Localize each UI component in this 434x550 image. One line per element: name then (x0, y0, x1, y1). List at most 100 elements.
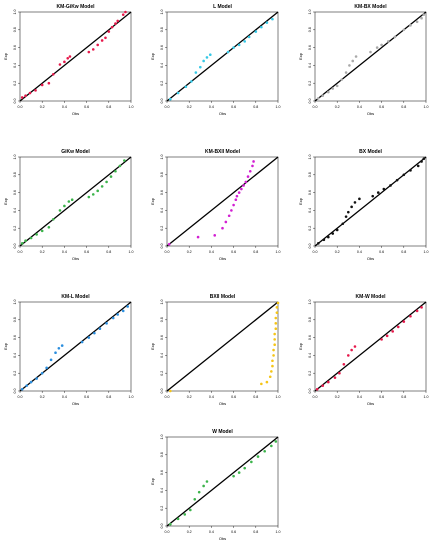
x-tick-label: 0.8 (106, 250, 111, 254)
data-point (242, 184, 245, 187)
data-point (422, 157, 426, 161)
x-tick-label: 0.6 (84, 250, 89, 254)
x-tick-label: 0.2 (335, 250, 340, 254)
data-point (60, 344, 64, 347)
x-tick-label: 0.6 (231, 530, 236, 534)
x-tick-label: 0.6 (379, 250, 384, 254)
plot-frame (19, 156, 132, 247)
data-point (20, 387, 24, 391)
data-point (274, 440, 278, 443)
y-axis-label: Exp (150, 197, 155, 205)
x-tick-label: 0.6 (231, 250, 236, 254)
data-point (273, 332, 276, 336)
y-tick-label: 0.2 (308, 226, 312, 231)
data-point (317, 97, 320, 100)
x-tick-label: 0.2 (187, 105, 192, 109)
data-point (420, 160, 423, 163)
data-point (49, 358, 53, 362)
x-tick-label: 0.2 (187, 395, 192, 399)
y-tick-label: 0.4 (13, 208, 17, 213)
y-tick-label: 0.8 (13, 172, 17, 177)
x-tick-label: 0.2 (335, 105, 340, 109)
data-point (91, 48, 95, 51)
x-tick-label: 0.6 (231, 105, 236, 109)
y-tick-label: 0.8 (308, 172, 312, 177)
plot-frame (166, 156, 279, 247)
x-tick-label: 0.2 (40, 250, 45, 254)
panel-5: KM-BXII Model 0.0 0.2 0.4 0.6 0.8 1.0 0.0 0.2 0.4… (150, 149, 281, 261)
data-point (248, 169, 252, 173)
plot-frame (19, 301, 132, 392)
data-point (351, 59, 355, 63)
x-tick-label: 0.8 (401, 250, 406, 254)
y-tick-label: 0.6 (160, 470, 164, 475)
x-tick-label: 0.4 (357, 395, 362, 399)
x-axis-label: Obs (72, 401, 79, 406)
x-axis-label: Obs (219, 536, 226, 541)
y-tick-label: 0.4 (160, 208, 164, 213)
x-tick-label: 1.0 (424, 395, 429, 399)
reference-line (314, 156, 427, 247)
data-point (344, 71, 348, 74)
y-tick-label: 1.0 (160, 10, 164, 15)
x-axis-label: Obs (219, 111, 226, 116)
panel-title: KM-GiKw Model (56, 4, 95, 10)
data-point (271, 364, 274, 368)
data-point (68, 55, 72, 58)
x-tick-label: 1.0 (129, 105, 134, 109)
y-tick-label: 0.8 (160, 317, 164, 322)
x-tick-label: 0.8 (106, 105, 111, 109)
x-tick-label: 0.0 (165, 250, 170, 254)
data-point (353, 201, 357, 204)
y-tick-label: 1.0 (13, 300, 17, 305)
data-point (58, 63, 62, 66)
data-point (232, 474, 235, 478)
y-tick-label: 1.0 (160, 300, 164, 305)
data-point (29, 380, 33, 384)
y-tick-label: 0.4 (13, 63, 17, 68)
x-axis-label: Obs (367, 111, 374, 116)
data-point (341, 222, 345, 226)
y-tick-label: 0.4 (160, 63, 164, 68)
panel-title: L Model (213, 4, 232, 10)
data-point (274, 327, 278, 330)
y-tick-label: 0.6 (160, 190, 164, 195)
x-tick-label: 1.0 (424, 250, 429, 254)
data-point (275, 306, 279, 309)
data-point (315, 387, 319, 391)
data-point (402, 28, 406, 32)
x-tick-label: 0.6 (379, 395, 384, 399)
data-point (382, 187, 386, 191)
data-point (272, 348, 275, 352)
data-point (176, 91, 180, 95)
data-point (402, 320, 406, 323)
data-point (91, 193, 95, 196)
y-axis-label: Exp (3, 197, 8, 205)
x-tick-label: 0.8 (253, 395, 258, 399)
data-point (227, 214, 231, 218)
data-point (327, 90, 330, 94)
data-point (202, 484, 205, 488)
data-point (348, 64, 351, 67)
y-tick-label: 0.4 (308, 208, 312, 213)
data-point (104, 36, 107, 40)
data-point (40, 371, 44, 375)
data-point (20, 242, 24, 245)
y-tick-label: 0.8 (160, 27, 164, 32)
x-axis-label: Obs (367, 401, 374, 406)
reference-line (19, 301, 132, 392)
plot-frame (314, 11, 427, 102)
data-point (199, 65, 202, 69)
data-point (57, 346, 61, 350)
data-point (25, 384, 28, 387)
data-point (416, 164, 420, 168)
data-point (376, 191, 380, 194)
data-point (100, 39, 104, 42)
data-point (347, 210, 350, 214)
x-tick-label: 0.2 (187, 250, 192, 254)
data-point (386, 40, 390, 43)
x-tick-label: 0.6 (84, 105, 89, 109)
y-tick-label: 0.6 (308, 45, 312, 50)
data-point (116, 19, 119, 23)
x-tick-label: 0.0 (165, 395, 170, 399)
